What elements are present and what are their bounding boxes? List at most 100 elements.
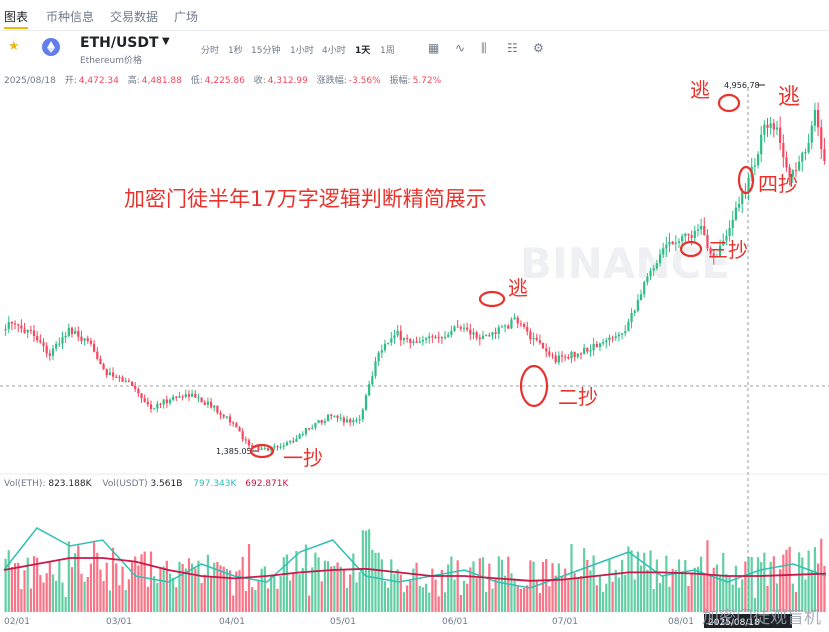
- pair-dropdown-icon[interactable]: ▼: [162, 36, 170, 47]
- timeframe-1d[interactable]: 1天: [355, 46, 371, 56]
- volume-bar: [816, 563, 820, 612]
- volume-bar: [529, 560, 532, 612]
- volume-bar: [292, 573, 295, 612]
- timeframe-1w[interactable]: 1周: [380, 46, 395, 56]
- candle-body: [244, 439, 247, 441]
- candle-body: [96, 351, 99, 359]
- volume-bar: [605, 583, 608, 612]
- timeframe-1h[interactable]: 1小时: [290, 46, 314, 56]
- candle-body: [203, 402, 206, 405]
- candle-body: [197, 397, 200, 399]
- volume-bar: [671, 568, 674, 612]
- volume-bar: [693, 567, 696, 612]
- x-tick-label: 05/01: [330, 617, 356, 627]
- volume-bar: [383, 581, 387, 612]
- volume-bar: [295, 550, 298, 612]
- volume-bar: [206, 554, 210, 612]
- candle-body: [10, 322, 14, 324]
- escape-3-label: 逃: [778, 85, 800, 110]
- volume-bar: [225, 568, 228, 612]
- candle-body: [567, 356, 570, 359]
- candle-body: [51, 348, 55, 356]
- tab-square[interactable]: 广场: [174, 10, 199, 24]
- volume-bar: [617, 577, 621, 612]
- volume-bar: [668, 586, 671, 612]
- volume-bar: [728, 575, 731, 612]
- candle-body: [576, 353, 579, 357]
- volume-bar: [181, 563, 184, 612]
- volume-bar: [17, 562, 20, 612]
- favorite-star-icon[interactable]: ★: [8, 39, 20, 54]
- volume-bar: [741, 579, 744, 612]
- candle-body: [55, 343, 58, 349]
- settings-panel-icon[interactable]: ☷: [507, 41, 518, 55]
- chart-type-icon[interactable]: ⫼: [481, 41, 487, 55]
- volume-bar: [636, 551, 639, 612]
- tab-coin-info[interactable]: 币种信息: [46, 10, 95, 24]
- candle-body: [295, 438, 298, 442]
- volume-bar: [162, 566, 165, 612]
- candle-body: [415, 341, 418, 343]
- timeframe-line[interactable]: 分时: [201, 46, 220, 56]
- volume-bar: [32, 556, 36, 612]
- timeframe-1s[interactable]: 1秒: [228, 46, 243, 56]
- candle-body: [573, 351, 576, 357]
- candle-body: [807, 142, 810, 153]
- candles-group: [4, 102, 826, 454]
- pair-symbol[interactable]: ETH/USDT: [80, 35, 159, 51]
- tab-trade-data[interactable]: 交易数据: [110, 10, 159, 24]
- gear-icon[interactable]: ⚙: [533, 41, 544, 55]
- candle-body: [86, 338, 89, 341]
- candle-body: [643, 282, 646, 295]
- candle-body: [222, 414, 225, 417]
- calendar-icon[interactable]: ▦: [428, 41, 440, 55]
- volume-bar: [7, 550, 10, 612]
- candle-body: [67, 327, 70, 337]
- candle-body: [371, 376, 374, 385]
- candle-body: [655, 263, 658, 269]
- candle-body: [798, 161, 801, 171]
- volume-bar: [766, 585, 769, 612]
- volume-bar: [614, 569, 617, 612]
- volume-bar: [630, 550, 633, 612]
- volume-bar: [665, 555, 668, 612]
- candle-body: [662, 248, 665, 255]
- candle-body: [219, 412, 222, 415]
- indicator-icon[interactable]: ∿: [455, 41, 466, 55]
- high-price-marker: 4,956.78: [724, 81, 760, 90]
- candle-body: [377, 352, 380, 362]
- candle-body: [646, 276, 649, 283]
- timeframe-15m[interactable]: 15分钟: [251, 46, 281, 56]
- volume-bars-group: [4, 529, 826, 612]
- volume-bar: [130, 562, 134, 612]
- volume-bar: [481, 557, 485, 612]
- candle-body: [529, 331, 532, 340]
- candle-body: [225, 416, 228, 418]
- candle-body: [462, 327, 466, 329]
- volume-bar: [320, 581, 323, 612]
- timeframe-4h[interactable]: 4小时: [322, 46, 346, 56]
- candle-body: [443, 336, 447, 339]
- candle-body: [472, 332, 475, 335]
- volume-bar: [700, 556, 703, 612]
- volume-bar: [627, 546, 630, 612]
- volume-bar: [140, 554, 143, 612]
- chart-header: ★ ETH/USDT ▼ Ethereum价格 分时 1秒 15分钟 1小时 4…: [0, 31, 829, 69]
- volume-bar: [734, 565, 738, 612]
- candle-body: [282, 445, 285, 447]
- volume-bar: [564, 568, 567, 612]
- volume-bar: [592, 555, 595, 612]
- candle-body: [74, 330, 77, 334]
- volume-bar: [222, 566, 225, 612]
- candle-body: [412, 341, 415, 343]
- tab-chart[interactable]: 图表: [4, 10, 29, 24]
- candle-body: [794, 170, 798, 172]
- close-label: 收:: [253, 76, 266, 86]
- volume-bar: [611, 581, 614, 612]
- volume-bar: [165, 560, 168, 612]
- candle-body: [228, 416, 232, 423]
- volume-bar: [687, 585, 690, 612]
- candle-body: [380, 350, 383, 353]
- volume-bar: [722, 552, 725, 612]
